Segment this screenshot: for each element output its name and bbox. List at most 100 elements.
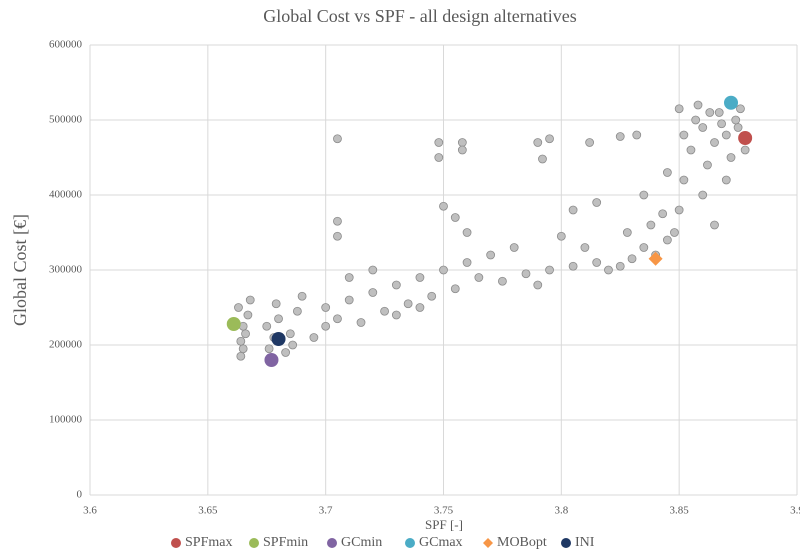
point: [264, 353, 279, 367]
point: [450, 213, 460, 222]
point: [556, 231, 566, 241]
point: [297, 291, 307, 301]
point: [580, 243, 590, 252]
point: [740, 145, 750, 155]
x-tick-label: 3.8: [554, 505, 568, 517]
point: [738, 131, 753, 145]
y-tick-label: 0: [77, 489, 83, 501]
point: [604, 265, 613, 275]
point: [333, 314, 342, 324]
point: [274, 314, 283, 324]
point: [415, 273, 425, 282]
point: [568, 205, 578, 215]
point: [615, 261, 625, 271]
point: [721, 175, 731, 185]
point: [344, 273, 354, 282]
point: [703, 160, 712, 170]
point: [662, 235, 672, 245]
legend-label: INI: [575, 535, 595, 550]
y-tick-label: 400000: [49, 189, 83, 201]
y-tick-label: 500000: [49, 114, 83, 126]
point: [545, 265, 554, 275]
x-tick-label: 3.6: [83, 505, 97, 517]
legend-label: SPFmin: [263, 535, 308, 550]
point: [533, 280, 543, 290]
y-tick-label: 100000: [49, 414, 83, 426]
point: [403, 299, 413, 309]
y-tick-label: 300000: [49, 264, 83, 276]
legend-marker: [561, 538, 571, 548]
legend-marker: [327, 538, 337, 548]
point: [686, 145, 696, 155]
point: [691, 115, 701, 125]
point: [415, 303, 425, 312]
point: [545, 134, 554, 144]
y-tick-label: 200000: [49, 339, 83, 351]
point: [234, 303, 243, 312]
point: [288, 340, 298, 350]
point: [674, 205, 684, 215]
point: [736, 104, 745, 114]
point: [717, 119, 726, 129]
legend-marker: [171, 538, 181, 548]
point: [271, 299, 281, 309]
point: [236, 336, 246, 346]
point: [622, 228, 632, 237]
point: [658, 209, 668, 219]
point: [521, 269, 531, 279]
x-tick-label: 3.85: [670, 505, 690, 517]
point: [238, 344, 248, 354]
legend-marker: [483, 538, 493, 548]
point: [568, 261, 578, 271]
legend-marker: [249, 538, 259, 548]
point: [498, 276, 507, 286]
point: [380, 306, 389, 316]
point: [592, 258, 602, 267]
point: [726, 153, 736, 162]
x-tick-label: 3.65: [198, 505, 218, 517]
point: [457, 145, 467, 155]
y-axis-label: Global Cost [€]: [10, 214, 30, 326]
point: [264, 344, 274, 354]
point: [710, 220, 719, 230]
point: [721, 130, 731, 140]
point: [292, 306, 302, 316]
point: [648, 251, 663, 266]
x-tick-label: 3.7: [319, 505, 333, 517]
point: [733, 123, 743, 132]
point: [333, 231, 342, 241]
point: [533, 138, 543, 147]
point: [434, 138, 444, 147]
point: [321, 321, 331, 331]
point: [344, 295, 354, 305]
point: [321, 303, 331, 312]
point: [439, 265, 448, 275]
point: [705, 108, 715, 117]
point: [698, 190, 708, 200]
point: [615, 132, 625, 141]
point: [333, 216, 342, 226]
point: [236, 351, 246, 361]
point: [646, 220, 656, 230]
point: [710, 138, 719, 147]
point: [662, 168, 672, 177]
point: [714, 108, 724, 117]
point: [243, 310, 253, 320]
point: [457, 138, 467, 147]
point: [241, 329, 250, 339]
point: [627, 254, 637, 264]
point: [245, 295, 255, 305]
point: [486, 250, 496, 260]
point: [391, 310, 401, 320]
point: [439, 201, 448, 211]
point: [585, 138, 595, 147]
point: [639, 243, 649, 252]
point: [632, 130, 642, 140]
point: [474, 273, 484, 282]
point: [679, 130, 689, 140]
legend-label: MOBopt: [497, 535, 547, 550]
legend-label: SPFmax: [185, 535, 232, 550]
legend-label: GCmin: [341, 535, 382, 550]
point: [450, 284, 460, 294]
point: [281, 348, 291, 357]
